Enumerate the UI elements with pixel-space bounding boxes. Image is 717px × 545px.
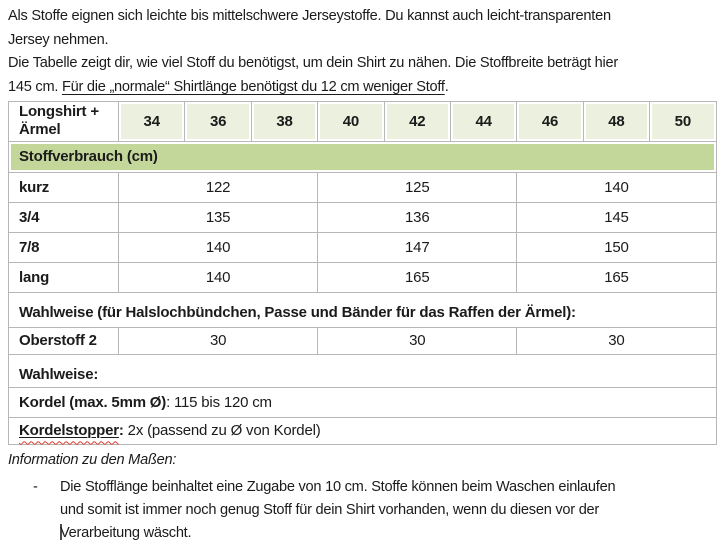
footer-notes: Information zu den Maßen: - Die Stofflän… [8, 451, 709, 545]
row-label: 7/8 [8, 231, 119, 263]
bullet-line: Die Stofflänge beinhaltet eine Zugabe vo… [60, 478, 616, 495]
row-label: 3/4 [8, 201, 119, 233]
kordelstopper-label: Kordelstopper [19, 422, 119, 439]
section-label: Wahlweise: [8, 353, 717, 388]
kordel-value: : 115 bis 120 cm [166, 393, 272, 411]
bullet-line: und somit ist immer noch genug Stoff für… [60, 502, 600, 519]
row-label: kurz [8, 171, 119, 203]
kordel-label: Kordel (max. 5mm Ø) [19, 393, 167, 411]
table-row-oberstoff2: Oberstoff 2 30 30 30 [8, 326, 717, 355]
underlined-text: Für die „normale“ Shirtlänge benötigst d… [61, 79, 445, 96]
table-row-kurz: kurz 122 125 140 [8, 171, 717, 203]
fabric-value-cell: 136 [317, 201, 518, 233]
section-row-stoffverbrauch: Stoffverbrauch (cm) [8, 140, 717, 173]
fabric-value-cell: 122 [117, 171, 319, 203]
size-column-header: 50 [649, 100, 717, 142]
info-heading: Information zu den Maßen: [8, 451, 177, 468]
list-item: - Die Stofflänge beinhaltet eine Zugabe … [33, 476, 709, 545]
section-label: Stoffverbrauch (cm) [8, 140, 717, 173]
section-label: Wahlweise (für Halslochbündchen, Passe u… [8, 291, 717, 328]
text-cursor[interactable] [60, 524, 62, 541]
fabric-value-cell: 30 [117, 326, 319, 355]
table-row-siebenachtel: 7/8 140 147 150 [8, 231, 717, 263]
size-column-header: 38 [250, 100, 319, 142]
intro-line-suffix: . [444, 79, 449, 96]
kordel-cell: Kordel (max. 5mm Ø): 115 bis 120 cm [8, 386, 717, 418]
fabric-value-cell: 165 [317, 261, 518, 293]
fabric-value-cell: 135 [117, 201, 319, 233]
size-column-header: 46 [516, 100, 584, 142]
intro-line: 145 cm. Für die „normale“ Shirtlänge ben… [8, 76, 709, 100]
kordelstopper-colon: : [118, 422, 124, 440]
fabric-value-cell: 30 [317, 326, 518, 355]
fabric-value-cell: 140 [117, 261, 319, 293]
size-column-header: 40 [317, 100, 385, 142]
section-row-wahlweise: Wahlweise: [8, 353, 717, 388]
table-header-label: Longshirt + Ärmel [8, 100, 119, 142]
fabric-value-cell: 145 [516, 201, 717, 233]
table-row-lang: lang 140 165 165 [8, 261, 717, 293]
table-row-kordelstopper: Kordelstopper: 2x (passend zu Ø von Kord… [8, 416, 717, 445]
kordelstopper-value: 2x (passend zu Ø von Kordel) [123, 422, 321, 440]
fabric-value-cell: 140 [516, 171, 717, 203]
intro-line: Jersey nehmen. [8, 31, 109, 48]
fabric-value-cell: 147 [317, 231, 518, 263]
kordelstopper-cell: Kordelstopper: 2x (passend zu Ø von Kord… [8, 416, 717, 445]
row-label: Oberstoff 2 [8, 326, 119, 355]
bullet-dash: - [33, 478, 38, 495]
size-column-header: 48 [582, 100, 651, 142]
table-row-kordel: Kordel (max. 5mm Ø): 115 bis 120 cm [8, 386, 717, 418]
bullet-line: Verarbeitung wäscht. [60, 522, 709, 545]
size-column-header: 34 [117, 100, 186, 142]
intro-paragraphs: Als Stoffe eignen sich leichte bis mitte… [8, 5, 709, 100]
size-column-header: 44 [449, 100, 518, 142]
fabric-value-cell: 30 [516, 326, 717, 355]
bullet-line-text: Verarbeitung wäscht. [60, 525, 192, 542]
fabric-value-cell: 150 [516, 231, 717, 263]
fabric-value-cell: 165 [516, 261, 717, 293]
size-column-header: 36 [184, 100, 252, 142]
section-row-wahlweise-lang: Wahlweise (für Halslochbündchen, Passe u… [8, 291, 717, 328]
fabric-value-cell: 125 [317, 171, 518, 203]
intro-line: Die Tabelle zeigt dir, wie viel Stoff du… [8, 55, 619, 72]
table-header-row: Longshirt + Ärmel 34 36 38 40 42 44 46 4… [8, 100, 717, 142]
fabric-requirements-table: Longshirt + Ärmel 34 36 38 40 42 44 46 4… [8, 100, 717, 445]
size-column-header: 42 [383, 100, 451, 142]
intro-line-prefix: 145 cm. [8, 79, 62, 96]
fabric-value-cell: 140 [117, 231, 319, 263]
spellcheck-underline: Kordelstopper [19, 422, 119, 440]
intro-line: Als Stoffe eignen sich leichte bis mitte… [8, 8, 611, 24]
table-row-dreiviertel: 3/4 135 136 145 [8, 201, 717, 233]
row-label: lang [8, 261, 119, 293]
